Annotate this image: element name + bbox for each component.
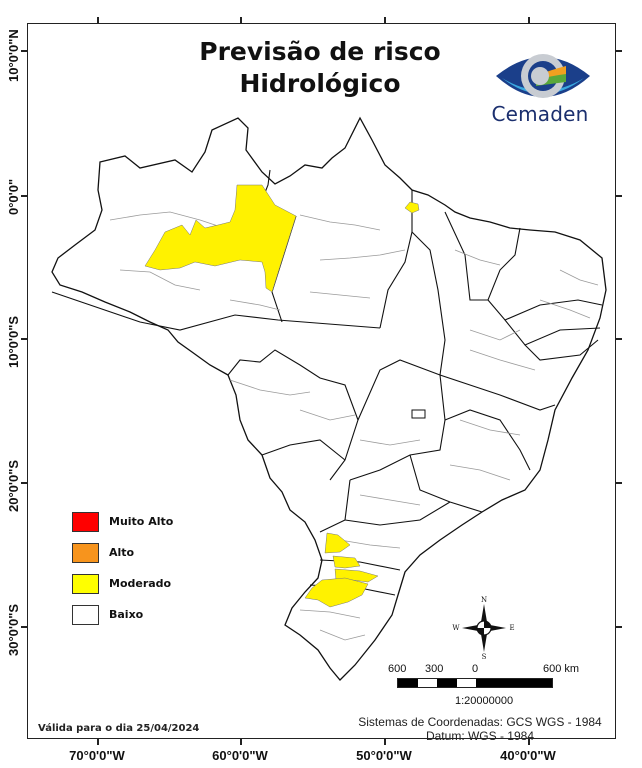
compass-w: W bbox=[452, 624, 460, 632]
title-line-2: Hidrológico bbox=[239, 69, 401, 98]
tick-bottom-40w bbox=[528, 739, 530, 745]
legend-item-muito-alto: Muito Alto bbox=[72, 506, 173, 537]
scale-label-600-left: 600 bbox=[388, 663, 407, 675]
tick-right-10s bbox=[616, 338, 622, 340]
scale-ratio: 1:20000000 bbox=[455, 695, 514, 707]
scale-label-600km: 600 km bbox=[543, 663, 580, 675]
compass-rose-icon: N S W E bbox=[452, 596, 514, 660]
coordinate-system: Sistemas de Coordenadas: GCS WGS - 1984 … bbox=[346, 715, 614, 743]
legend-label: Alto bbox=[109, 546, 135, 559]
moderate-area-parana bbox=[324, 532, 351, 554]
tick-left-10n bbox=[21, 50, 27, 52]
longitude-label-50w: 50°0'0"W bbox=[356, 748, 412, 763]
scale-label-300: 300 bbox=[425, 663, 444, 675]
cemaden-logo-icon bbox=[496, 54, 590, 98]
legend-label: Muito Alto bbox=[109, 515, 174, 528]
compass-e: E bbox=[509, 624, 514, 632]
tick-top-40w bbox=[528, 17, 530, 23]
legend: Muito Alto Alto Moderado Baixo bbox=[72, 506, 173, 630]
legend-swatch-red bbox=[72, 511, 99, 532]
state-borders bbox=[51, 169, 603, 596]
cemaden-logo-text: Cemaden bbox=[491, 102, 589, 126]
crs-line-2: Datum: WGS - 1984 bbox=[425, 729, 535, 743]
longitude-label-40w: 40°0'0"W bbox=[500, 748, 556, 763]
tick-top-50w bbox=[384, 17, 386, 23]
tick-right-30s bbox=[616, 626, 622, 628]
title-line-1: Previsão de risco bbox=[199, 37, 441, 66]
tick-right-0 bbox=[616, 195, 622, 197]
compass-s: S bbox=[482, 653, 487, 660]
legend-swatch-yellow bbox=[72, 573, 99, 594]
tick-left-10s bbox=[21, 338, 27, 340]
longitude-label-60w: 60°0'0"W bbox=[212, 748, 268, 763]
legend-item-moderado: Moderado bbox=[72, 568, 173, 599]
tick-right-10n bbox=[616, 50, 622, 52]
federal-district bbox=[411, 409, 426, 419]
basin-borders bbox=[109, 211, 599, 641]
tick-top-70w bbox=[97, 17, 99, 23]
legend-item-alto: Alto bbox=[72, 537, 173, 568]
tick-top-60w bbox=[240, 17, 242, 23]
legend-item-baixo: Baixo bbox=[72, 599, 173, 630]
longitude-label-70w: 70°0'0"W bbox=[69, 748, 125, 763]
tick-left-20s bbox=[21, 482, 27, 484]
tick-bottom-60w bbox=[240, 739, 242, 745]
scale-bar bbox=[397, 678, 553, 688]
moderate-area-santa-catarina bbox=[332, 555, 361, 569]
moderate-risk-areas bbox=[144, 184, 420, 608]
tick-left-0 bbox=[21, 195, 27, 197]
legend-swatch-white bbox=[72, 604, 99, 625]
moderate-area-amazonas bbox=[144, 184, 297, 293]
moderate-area-rs bbox=[304, 577, 369, 608]
legend-swatch-orange bbox=[72, 542, 99, 563]
tick-bottom-50w bbox=[384, 739, 386, 745]
tick-left-30s bbox=[21, 626, 27, 628]
legend-label: Moderado bbox=[109, 577, 172, 590]
tick-bottom-70w bbox=[97, 739, 99, 745]
compass-n: N bbox=[481, 596, 487, 604]
tick-right-20s bbox=[616, 482, 622, 484]
crs-line-1: Sistemas de Coordenadas: GCS WGS - 1984 bbox=[358, 715, 602, 729]
scale-label-0: 0 bbox=[472, 663, 479, 675]
moderate-area-para bbox=[404, 201, 420, 214]
map-title: Previsão de risco Hidrológico bbox=[150, 36, 490, 100]
legend-label: Baixo bbox=[109, 608, 144, 621]
validity-date: Válida para o dia 25/04/2024 bbox=[38, 723, 200, 734]
